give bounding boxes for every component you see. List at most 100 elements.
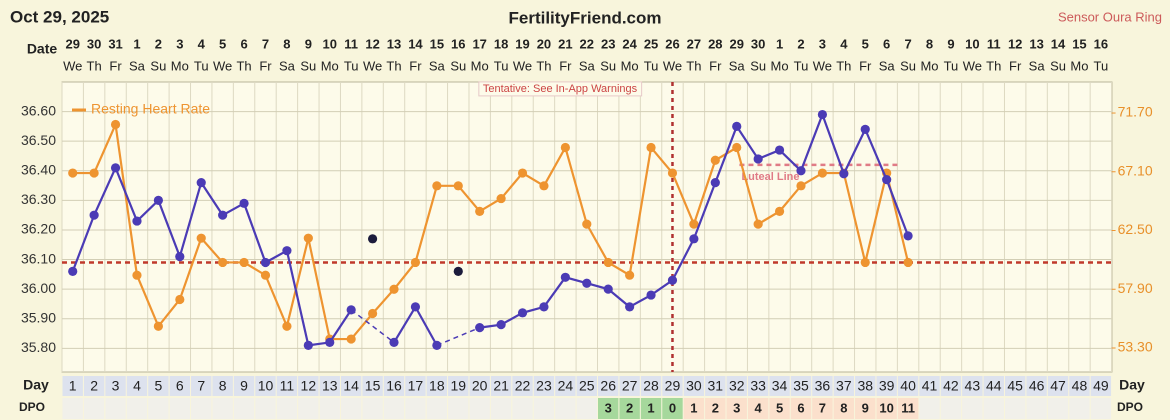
dpo-label: 1 bbox=[690, 400, 697, 415]
dpo-cell bbox=[598, 398, 619, 419]
dpo-cell bbox=[533, 398, 555, 419]
day-cell bbox=[62, 376, 83, 396]
point bbox=[410, 302, 421, 312]
point bbox=[560, 272, 570, 282]
weekday-label: Mo bbox=[171, 58, 189, 73]
dpo-label: 9 bbox=[862, 400, 869, 415]
x-tick-label: 20 bbox=[472, 378, 488, 394]
x-tick-label: 5 bbox=[154, 378, 162, 394]
point bbox=[325, 337, 335, 348]
point bbox=[903, 231, 913, 241]
day-cell bbox=[191, 376, 212, 396]
day-cell bbox=[426, 376, 448, 396]
point bbox=[303, 233, 313, 243]
chart-title: FertilityFriend.com bbox=[508, 8, 661, 27]
date-label: 27 bbox=[687, 36, 701, 51]
point bbox=[496, 193, 506, 204]
x-tick-label: 19 bbox=[450, 378, 466, 394]
weekday-label: Fr bbox=[859, 58, 872, 73]
point bbox=[625, 302, 635, 312]
y-tick-label: 36.00 bbox=[21, 280, 56, 296]
date-label: 10 bbox=[323, 36, 337, 51]
day-cell bbox=[769, 376, 790, 396]
weekday-label: Sa bbox=[579, 58, 596, 73]
point bbox=[132, 270, 142, 280]
weekday-label: We bbox=[363, 58, 382, 73]
date-label: 10 bbox=[965, 36, 979, 51]
day-cell bbox=[1026, 376, 1047, 396]
point bbox=[153, 195, 163, 205]
dpo-label: 8 bbox=[840, 400, 847, 415]
date-label: 2 bbox=[155, 36, 162, 51]
date-label: 7 bbox=[262, 36, 269, 51]
point bbox=[410, 257, 421, 268]
x-tick-label: 42 bbox=[943, 378, 959, 394]
day-cell bbox=[876, 376, 897, 396]
x-tick-label: 31 bbox=[708, 378, 724, 394]
dpo-cell bbox=[148, 398, 169, 419]
day-cell bbox=[83, 376, 105, 396]
weekday-label: Mo bbox=[471, 58, 489, 73]
point bbox=[496, 320, 506, 330]
x-tick-label: 4 bbox=[133, 378, 141, 394]
y-tick-label: 36.60 bbox=[21, 102, 56, 118]
date-label: 16 bbox=[1094, 36, 1108, 51]
weekday-label: Mo bbox=[621, 58, 639, 73]
x-tick-label: 8 bbox=[219, 378, 227, 394]
date-label: 30 bbox=[751, 36, 765, 51]
point bbox=[860, 124, 870, 134]
y-tick-label: 36.30 bbox=[21, 191, 56, 207]
dpo-cell bbox=[705, 398, 726, 419]
dpo-cell bbox=[469, 398, 490, 419]
day-cell bbox=[319, 376, 340, 396]
dpo-cell bbox=[812, 398, 833, 419]
dpo-cell bbox=[298, 398, 319, 419]
point bbox=[196, 178, 206, 188]
day-cell bbox=[105, 376, 126, 396]
y-tick-label: 35.90 bbox=[21, 309, 56, 325]
x-tick-label: 2 bbox=[90, 378, 98, 394]
x-tick-label: 32 bbox=[729, 378, 745, 394]
weekday-label: Tu bbox=[644, 58, 659, 73]
weekday-label: We bbox=[63, 58, 82, 73]
annotation-box bbox=[478, 81, 643, 97]
dpo-label: 1 bbox=[647, 400, 654, 415]
dpo-cell bbox=[233, 398, 255, 419]
point bbox=[282, 321, 292, 331]
dpo-cell bbox=[940, 398, 962, 419]
x-tick-label: 13 bbox=[322, 378, 338, 394]
point bbox=[175, 294, 185, 305]
date-label: 23 bbox=[601, 36, 615, 51]
weekday-label: We bbox=[213, 58, 232, 73]
dpo-cell bbox=[1047, 398, 1069, 419]
point bbox=[153, 321, 163, 331]
day-cell bbox=[940, 376, 962, 396]
y2-tick-label: 62.50 bbox=[1118, 221, 1153, 237]
dpo-cell bbox=[169, 398, 191, 419]
dpo-cell bbox=[897, 398, 919, 419]
point bbox=[796, 166, 806, 176]
dpo-cell bbox=[1069, 398, 1090, 419]
point bbox=[453, 181, 463, 191]
point bbox=[667, 275, 678, 285]
point bbox=[303, 340, 313, 350]
x-tick-label: 29 bbox=[665, 378, 681, 394]
weekday-label: Fr bbox=[1009, 58, 1022, 73]
day-cell bbox=[533, 376, 555, 396]
date-label: 25 bbox=[644, 36, 658, 51]
point bbox=[732, 121, 742, 131]
point bbox=[89, 210, 99, 220]
dpo-cell bbox=[512, 398, 533, 419]
day-cell bbox=[298, 376, 319, 396]
point bbox=[218, 210, 228, 220]
day-cell bbox=[790, 376, 812, 396]
date-label: 12 bbox=[1008, 36, 1022, 51]
day-cell bbox=[726, 376, 747, 396]
point bbox=[432, 181, 442, 191]
date-label: 6 bbox=[240, 36, 247, 51]
x-tick-label: 17 bbox=[408, 378, 424, 394]
dpo-label: 7 bbox=[819, 400, 826, 415]
point bbox=[689, 219, 699, 229]
luteal-line-label: Luteal Line bbox=[741, 171, 799, 183]
